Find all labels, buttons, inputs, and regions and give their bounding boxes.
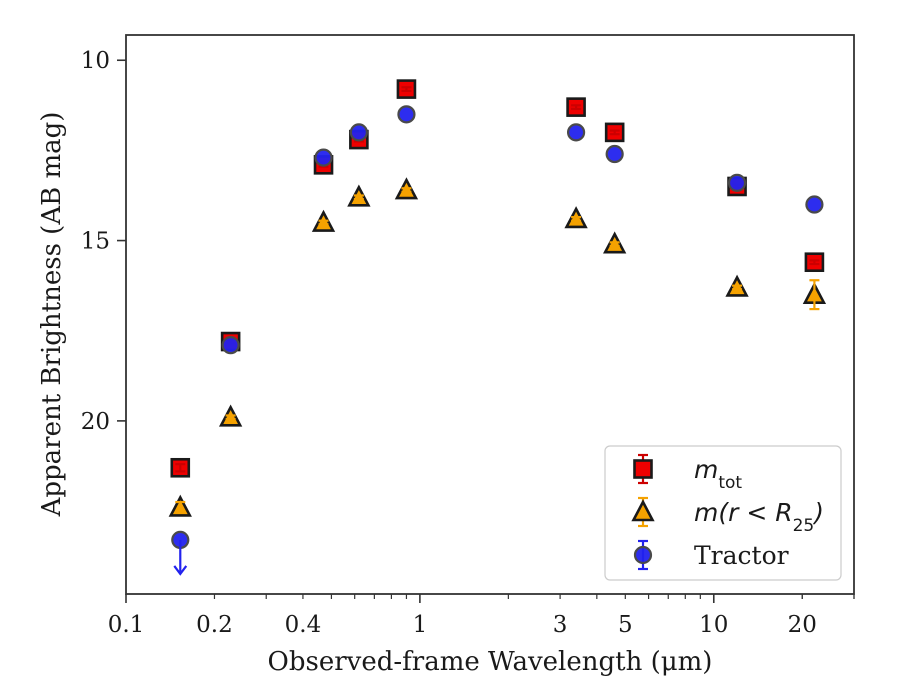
x-tick-label: 0.2 bbox=[196, 612, 233, 638]
data-point-circle bbox=[727, 173, 747, 192]
data-point-triangle bbox=[311, 209, 336, 232]
circle-marker bbox=[727, 173, 747, 192]
x-tick-label: 0.4 bbox=[285, 612, 322, 638]
legend-entry: mtot bbox=[633, 453, 742, 493]
circle-marker bbox=[221, 336, 240, 355]
legend-label: Tractor bbox=[694, 541, 789, 570]
y-axis-title: Apparent Brightness (AB mag) bbox=[37, 112, 67, 518]
legend-triangle-marker bbox=[631, 499, 655, 522]
y-tick-label: 10 bbox=[81, 48, 110, 74]
data-point-circle bbox=[349, 123, 368, 142]
axes-frame bbox=[125, 34, 855, 595]
data-point-triangle bbox=[603, 231, 627, 254]
data-point-square bbox=[396, 79, 417, 99]
legend-label: m(r < R25) bbox=[694, 498, 824, 536]
x-tick-label: 0.1 bbox=[108, 612, 145, 638]
x-axis-title: Observed-frame Wavelength (μm) bbox=[268, 647, 713, 677]
data-point-square bbox=[170, 457, 191, 478]
legend: mtot m(r < R25) Tractor bbox=[604, 445, 842, 581]
circle-marker bbox=[605, 144, 624, 164]
x-tick-label: 10 bbox=[699, 612, 728, 638]
data-marks bbox=[168, 79, 827, 576]
plot-area bbox=[125, 34, 855, 595]
data-point-triangle bbox=[725, 274, 749, 297]
data-point-triangle bbox=[168, 494, 192, 517]
y-axis: 10 15 20 bbox=[81, 48, 126, 435]
data-point-square bbox=[604, 122, 625, 143]
data-point-square bbox=[804, 252, 825, 273]
data-point-circle bbox=[314, 148, 333, 167]
data-point-triangle bbox=[564, 206, 588, 229]
data-point-triangle bbox=[347, 184, 371, 207]
x-tick-label: 1 bbox=[413, 612, 428, 638]
y-tick-label: 20 bbox=[81, 409, 110, 435]
circle-marker bbox=[805, 195, 824, 214]
legend-frame bbox=[604, 445, 842, 581]
legend-entry: m(r < R25) bbox=[631, 496, 824, 536]
x-tick-label: 5 bbox=[618, 612, 633, 638]
data-point-triangle bbox=[394, 177, 419, 200]
legend-label: mtot bbox=[694, 455, 742, 493]
legend-entry: Tractor bbox=[633, 539, 789, 571]
data-point-triangle bbox=[802, 279, 827, 311]
data-point-square bbox=[566, 97, 586, 117]
x-axis: 0.1 0.2 0.4 1 3 5 10 20 bbox=[108, 594, 855, 638]
x-tick-label: 20 bbox=[788, 612, 817, 638]
data-point-triangle bbox=[218, 404, 243, 427]
circle-marker bbox=[566, 123, 586, 142]
circle-marker bbox=[314, 148, 333, 167]
x-tick-label: 3 bbox=[553, 612, 568, 638]
upper-limit-arrow bbox=[173, 565, 188, 576]
data-point-circle bbox=[566, 123, 586, 142]
legend-square-marker bbox=[633, 459, 653, 479]
data-point-circle bbox=[171, 530, 190, 576]
data-point-circle bbox=[397, 105, 416, 124]
legend-circle-marker bbox=[633, 545, 653, 565]
data-point-circle bbox=[805, 195, 824, 214]
y-tick-label: 15 bbox=[81, 229, 110, 255]
data-point-circle bbox=[605, 144, 624, 164]
circle-marker bbox=[349, 123, 368, 142]
circle-marker bbox=[397, 105, 416, 124]
data-point-circle bbox=[221, 336, 240, 355]
